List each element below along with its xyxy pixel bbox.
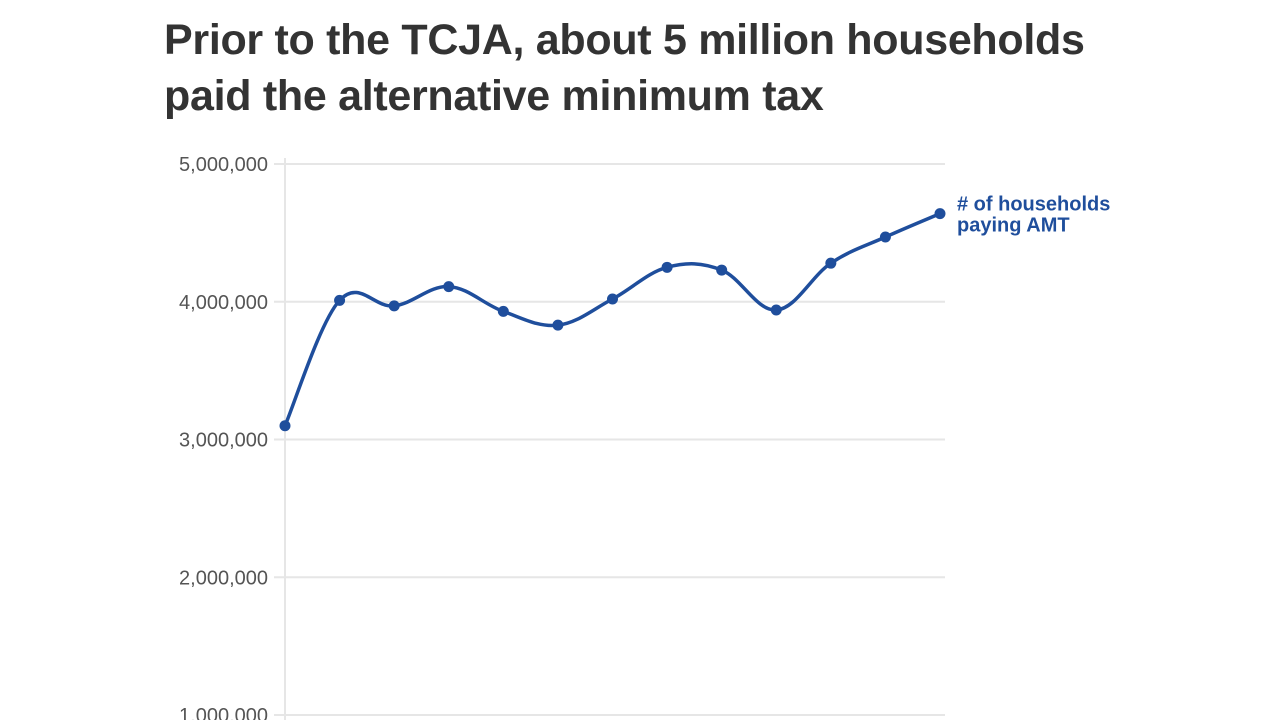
data-point (770, 304, 782, 316)
series-line (283, 211, 942, 428)
data-point (443, 281, 455, 293)
data-point (879, 231, 891, 243)
data-point (661, 261, 673, 273)
data-point (607, 293, 618, 305)
y-tick-label: 4,000,000 (179, 292, 268, 314)
y-tick-label: 5,000,000 (179, 154, 268, 176)
data-point (716, 264, 728, 276)
series-layer (279, 208, 946, 432)
y-tick-labels: 5,000,000 4,000,000 3,000,000 2,000,000 1,00… (179, 154, 268, 720)
data-point (934, 208, 946, 220)
chart-title-line-1: Prior to the TCJA, about 5 million house… (164, 16, 1085, 64)
data-point (279, 420, 291, 432)
data-point (388, 300, 400, 312)
data-point (825, 257, 837, 269)
grid-layer (274, 163, 945, 716)
chart-title-line-2: paid the alternative minimum tax (164, 72, 824, 120)
y-tick-label: 3,000,000 (179, 430, 268, 452)
data-point (552, 319, 564, 331)
y-tick-label: 1,000,000 (179, 705, 268, 720)
data-point (497, 305, 509, 317)
chart-title: Prior to the TCJA, about 5 million house… (164, 12, 1164, 124)
series-label-line: paying AMT (957, 215, 1070, 237)
y-tick-label: 2,000,000 (179, 567, 268, 589)
data-point (334, 294, 346, 306)
series-label-line: # of households (957, 194, 1110, 216)
